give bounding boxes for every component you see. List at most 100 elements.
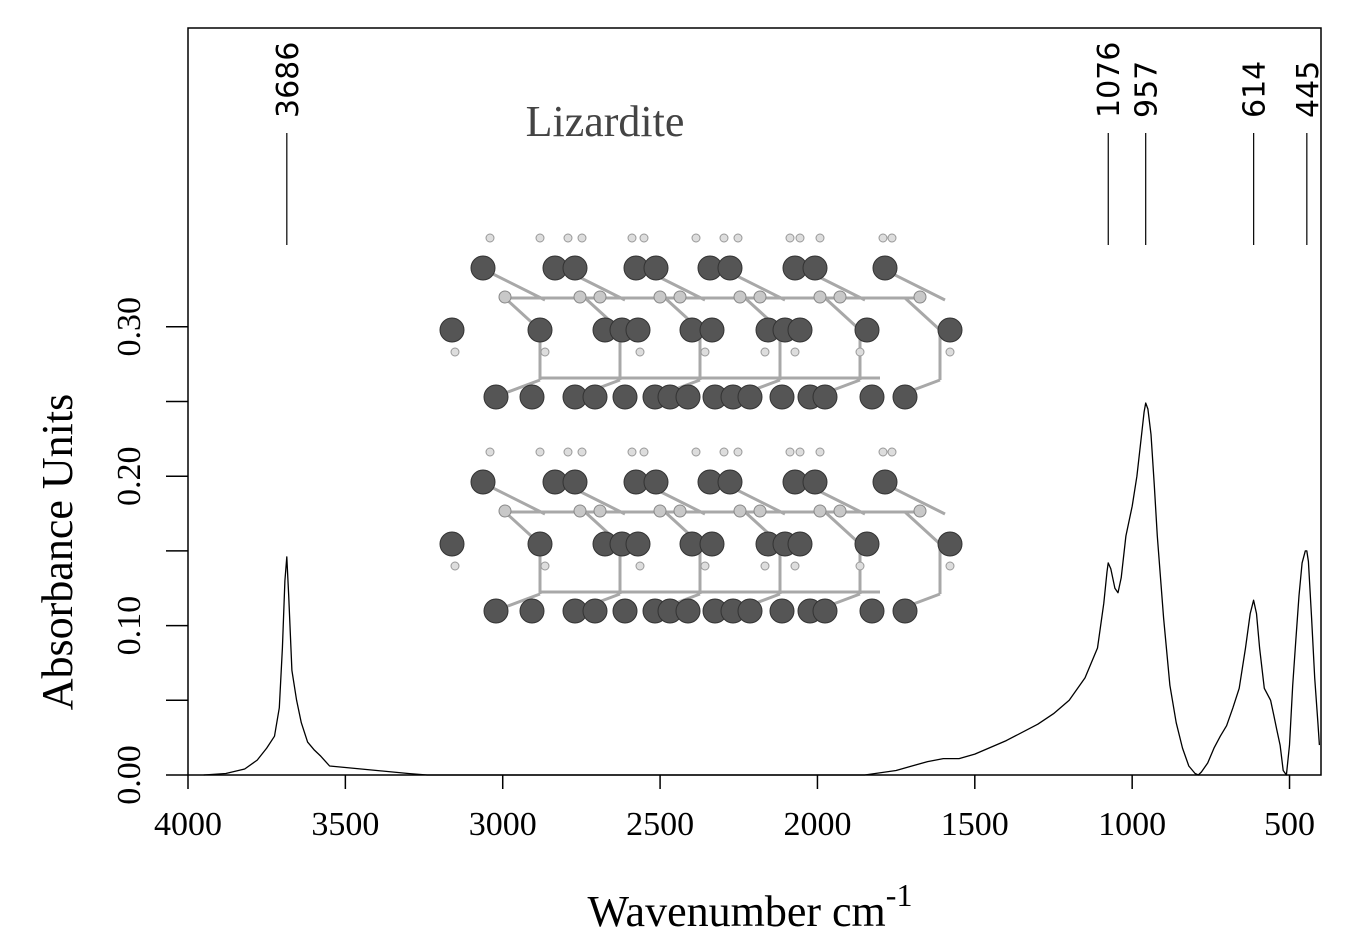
atom-69	[945, 347, 955, 357]
atom-68	[855, 347, 865, 357]
atom-79	[872, 469, 898, 495]
atom-62	[450, 347, 460, 357]
atom-78	[802, 469, 828, 495]
peak-label-0: 3686	[271, 42, 306, 118]
atom-130	[878, 447, 888, 457]
atom-57	[785, 233, 795, 243]
atom-66	[760, 347, 770, 357]
atom-111	[653, 504, 667, 518]
atom-84	[625, 531, 651, 557]
atom-8	[802, 255, 828, 281]
atom-65	[700, 347, 710, 357]
atom-92	[483, 598, 509, 624]
peak-label-2: 957	[1130, 61, 1165, 118]
atom-102	[737, 598, 763, 624]
atom-115	[813, 504, 827, 518]
atom-118	[485, 447, 495, 457]
atom-108	[498, 504, 512, 518]
atom-55	[719, 233, 729, 243]
atom-35	[812, 384, 838, 410]
atom-112	[673, 504, 687, 518]
atom-32	[737, 384, 763, 410]
atom-59	[815, 233, 825, 243]
x-tick-label-2: 3000	[469, 806, 537, 843]
atom-96	[612, 598, 638, 624]
atom-4	[643, 255, 669, 281]
atom-50	[563, 233, 573, 243]
atom-138	[855, 561, 865, 571]
atom-125	[719, 447, 729, 457]
y-tick-label-0: 0.00	[111, 745, 148, 805]
atom-9	[872, 255, 898, 281]
atom-37	[892, 384, 918, 410]
bond	[484, 482, 546, 516]
atom-22	[483, 384, 509, 410]
y-axis-ticks: 0.00 0.10 0.20 0.30	[111, 297, 188, 805]
atom-72	[562, 469, 588, 495]
atom-105	[812, 598, 838, 624]
atom-2	[562, 255, 588, 281]
atom-56	[733, 233, 743, 243]
atom-67	[790, 347, 800, 357]
inset-title: Lizardite	[526, 97, 685, 146]
atom-21	[937, 317, 963, 343]
y-axis-title: Absorbance Units	[33, 394, 82, 711]
atom-80	[439, 531, 465, 557]
atom-132	[450, 561, 460, 571]
atom-113	[733, 504, 747, 518]
atom-63	[540, 347, 550, 357]
atom-99	[675, 598, 701, 624]
atom-76	[717, 469, 743, 495]
atom-114	[753, 504, 767, 518]
atom-116	[833, 504, 847, 518]
bond	[903, 510, 942, 546]
peak-markers: 3686 1076 957 614 445	[271, 42, 1326, 245]
atom-46	[833, 290, 847, 304]
y-tick-label-6: 0.30	[111, 297, 148, 357]
x-tick-label-7: 500	[1264, 806, 1315, 843]
atom-119	[535, 447, 545, 457]
bond	[484, 268, 546, 302]
atom-124	[691, 447, 701, 457]
atom-107	[892, 598, 918, 624]
atom-121	[577, 447, 587, 457]
atom-136	[760, 561, 770, 571]
atom-120	[563, 447, 573, 457]
atom-137	[790, 561, 800, 571]
atom-122	[627, 447, 637, 457]
atom-86	[699, 531, 725, 557]
atom-91	[937, 531, 963, 557]
atom-54	[691, 233, 701, 243]
atom-64	[635, 347, 645, 357]
y-tick-label-4: 0.20	[111, 446, 148, 506]
spectrum-series-line	[203, 402, 1321, 776]
x-tick-label-0: 4000	[154, 806, 222, 843]
atom-117	[913, 504, 927, 518]
atom-42	[673, 290, 687, 304]
atom-58	[795, 233, 805, 243]
x-tick-label-5: 1500	[941, 806, 1009, 843]
atom-52	[627, 233, 637, 243]
atom-43	[733, 290, 747, 304]
structure-bonds	[484, 268, 946, 397]
atom-36	[859, 384, 885, 410]
y-tick-label-2: 0.10	[111, 596, 148, 656]
atom-127	[785, 447, 795, 457]
lizardite-structure-illustration	[439, 233, 963, 624]
atom-16	[699, 317, 725, 343]
atom-53	[639, 233, 649, 243]
atom-81	[527, 531, 553, 557]
x-tick-label-3: 2500	[626, 806, 694, 843]
atom-38	[498, 290, 512, 304]
atom-110	[593, 504, 607, 518]
atom-126	[733, 447, 743, 457]
bond	[823, 296, 862, 332]
atom-70	[470, 469, 496, 495]
atom-33	[769, 384, 795, 410]
atom-109	[573, 504, 587, 518]
x-tick-label-4: 2000	[783, 806, 851, 843]
atom-133	[540, 561, 550, 571]
x-axis-ticks: 4000 3500 3000 2500 2000 1500 1000 500	[154, 775, 1315, 843]
atom-139	[945, 561, 955, 571]
